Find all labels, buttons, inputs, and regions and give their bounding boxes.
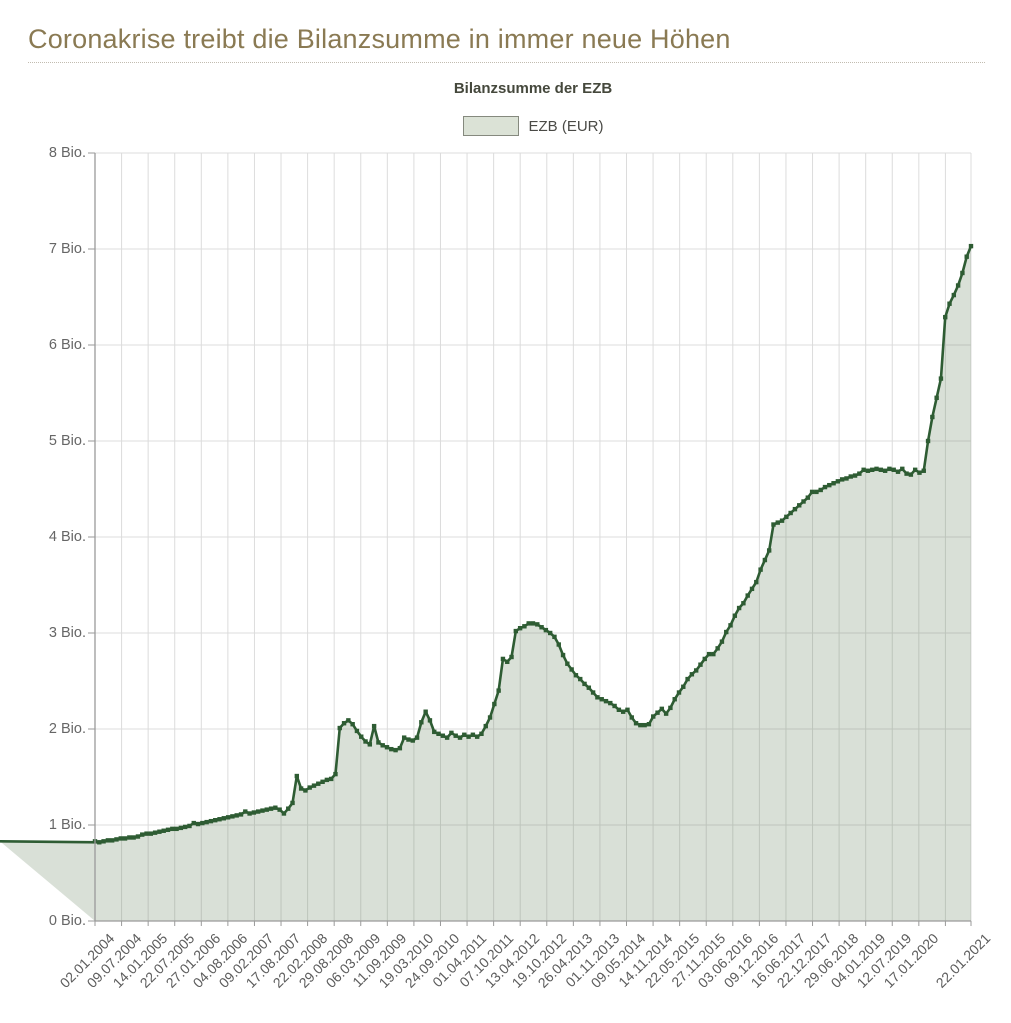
legend: EZB (EUR) — [95, 116, 971, 136]
chart-title: Bilanzsumme der EZB — [453, 80, 613, 97]
legend-swatch — [462, 116, 519, 136]
divider — [28, 62, 985, 63]
page-title: Coronakrise treibt die Bilanzsumme in im… — [28, 24, 731, 54]
y-tick-label: 3 Bio. — [48, 625, 86, 641]
y-tick-label: 7 Bio. — [48, 241, 86, 257]
y-tick-label: 6 Bio. — [48, 337, 86, 353]
y-tick-label: 2 Bio. — [48, 721, 86, 737]
y-tick-label: 0 Bio. — [48, 913, 86, 929]
y-tick-label: 5 Bio. — [48, 433, 86, 449]
y-tick-label: 1 Bio. — [48, 817, 86, 833]
legend-label: EZB (EUR) — [528, 117, 604, 135]
y-tick-label: 8 Bio. — [48, 145, 86, 161]
y-tick-label: 4 Bio. — [48, 529, 86, 545]
